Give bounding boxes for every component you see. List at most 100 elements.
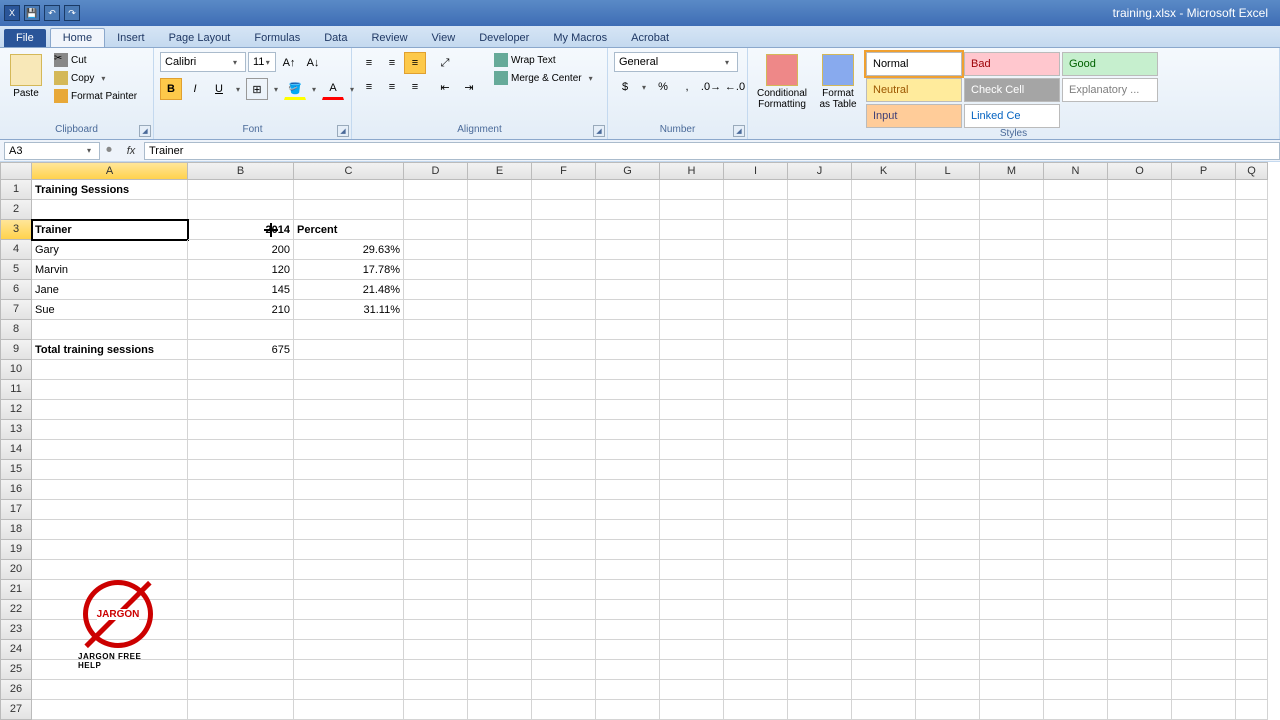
cell[interactable]	[532, 340, 596, 360]
cell[interactable]	[660, 340, 724, 360]
cell[interactable]	[404, 520, 468, 540]
cell[interactable]	[1236, 680, 1268, 700]
cell[interactable]	[660, 620, 724, 640]
cell[interactable]	[1172, 280, 1236, 300]
row-header[interactable]: 23	[0, 620, 32, 640]
cell[interactable]	[724, 400, 788, 420]
cell[interactable]	[1236, 460, 1268, 480]
cell[interactable]	[1236, 360, 1268, 380]
cell[interactable]	[468, 180, 532, 200]
style-good[interactable]: Good	[1062, 52, 1158, 76]
cell[interactable]	[404, 400, 468, 420]
orientation-icon[interactable]: ⤢	[434, 52, 456, 74]
cell[interactable]	[32, 440, 188, 460]
cell[interactable]	[468, 680, 532, 700]
number-launcher-icon[interactable]: ◢	[733, 125, 745, 137]
row-header[interactable]: 21	[0, 580, 32, 600]
cell[interactable]	[188, 460, 294, 480]
cell[interactable]	[980, 240, 1044, 260]
cell[interactable]	[1108, 620, 1172, 640]
cell[interactable]	[1044, 280, 1108, 300]
cell[interactable]	[468, 500, 532, 520]
cell[interactable]	[724, 220, 788, 240]
row-header[interactable]: 4	[0, 240, 32, 260]
cell[interactable]	[980, 560, 1044, 580]
cell[interactable]	[788, 400, 852, 420]
row-header[interactable]: 17	[0, 500, 32, 520]
cell[interactable]	[660, 220, 724, 240]
cell[interactable]	[188, 360, 294, 380]
cell[interactable]: 200	[188, 240, 294, 260]
cell[interactable]	[596, 420, 660, 440]
cell[interactable]: 210	[188, 300, 294, 320]
cell[interactable]	[32, 200, 188, 220]
cell[interactable]	[1108, 380, 1172, 400]
cell[interactable]	[788, 320, 852, 340]
column-header[interactable]: H	[660, 162, 724, 180]
cell[interactable]	[660, 460, 724, 480]
cell[interactable]	[532, 260, 596, 280]
cell[interactable]	[532, 560, 596, 580]
cell[interactable]	[294, 660, 404, 680]
cell[interactable]	[468, 480, 532, 500]
cell[interactable]	[660, 560, 724, 580]
cell[interactable]	[788, 480, 852, 500]
cell[interactable]	[404, 240, 468, 260]
cell[interactable]	[916, 560, 980, 580]
cell[interactable]	[294, 320, 404, 340]
cell[interactable]	[294, 700, 404, 720]
style-normal[interactable]: Normal	[866, 52, 962, 76]
cell[interactable]	[468, 560, 532, 580]
cell[interactable]	[1044, 380, 1108, 400]
cell[interactable]	[404, 600, 468, 620]
cell[interactable]	[1172, 240, 1236, 260]
paste-button[interactable]: Paste	[6, 52, 46, 101]
copy-button[interactable]: Copy▾	[50, 70, 141, 86]
cell[interactable]	[1108, 340, 1172, 360]
cell[interactable]	[294, 640, 404, 660]
cell[interactable]	[294, 480, 404, 500]
cell[interactable]	[1044, 520, 1108, 540]
cell[interactable]	[404, 380, 468, 400]
row-header[interactable]: 15	[0, 460, 32, 480]
cell[interactable]	[1172, 260, 1236, 280]
cell[interactable]	[32, 540, 188, 560]
cell[interactable]	[852, 400, 916, 420]
cell[interactable]	[468, 320, 532, 340]
align-top-icon[interactable]: ≡	[358, 52, 380, 74]
cell[interactable]	[852, 380, 916, 400]
cell[interactable]	[916, 600, 980, 620]
tab-formulas[interactable]: Formulas	[242, 29, 312, 47]
cell[interactable]	[852, 560, 916, 580]
cell[interactable]	[188, 560, 294, 580]
cell[interactable]	[294, 180, 404, 200]
cell[interactable]	[294, 600, 404, 620]
tab-developer[interactable]: Developer	[467, 29, 541, 47]
cell[interactable]	[916, 180, 980, 200]
cell[interactable]	[404, 300, 468, 320]
cell[interactable]	[468, 440, 532, 460]
cell[interactable]	[724, 280, 788, 300]
cell[interactable]	[532, 320, 596, 340]
cell[interactable]	[980, 200, 1044, 220]
cell[interactable]	[468, 700, 532, 720]
cell[interactable]	[532, 220, 596, 240]
cell[interactable]	[980, 520, 1044, 540]
cell[interactable]	[980, 540, 1044, 560]
clipboard-launcher-icon[interactable]: ◢	[139, 125, 151, 137]
cell[interactable]	[468, 540, 532, 560]
cell[interactable]	[188, 540, 294, 560]
cell[interactable]	[468, 200, 532, 220]
column-header[interactable]: M	[980, 162, 1044, 180]
cell[interactable]	[980, 700, 1044, 720]
cell[interactable]	[188, 680, 294, 700]
cell[interactable]	[404, 440, 468, 460]
font-color-button[interactable]: A	[322, 78, 344, 100]
grow-font-icon[interactable]: A↑	[278, 52, 300, 74]
cell[interactable]	[788, 200, 852, 220]
cell[interactable]	[294, 540, 404, 560]
cell[interactable]	[980, 420, 1044, 440]
cell[interactable]	[32, 520, 188, 540]
cell[interactable]	[980, 400, 1044, 420]
cell[interactable]: Sue	[32, 300, 188, 320]
